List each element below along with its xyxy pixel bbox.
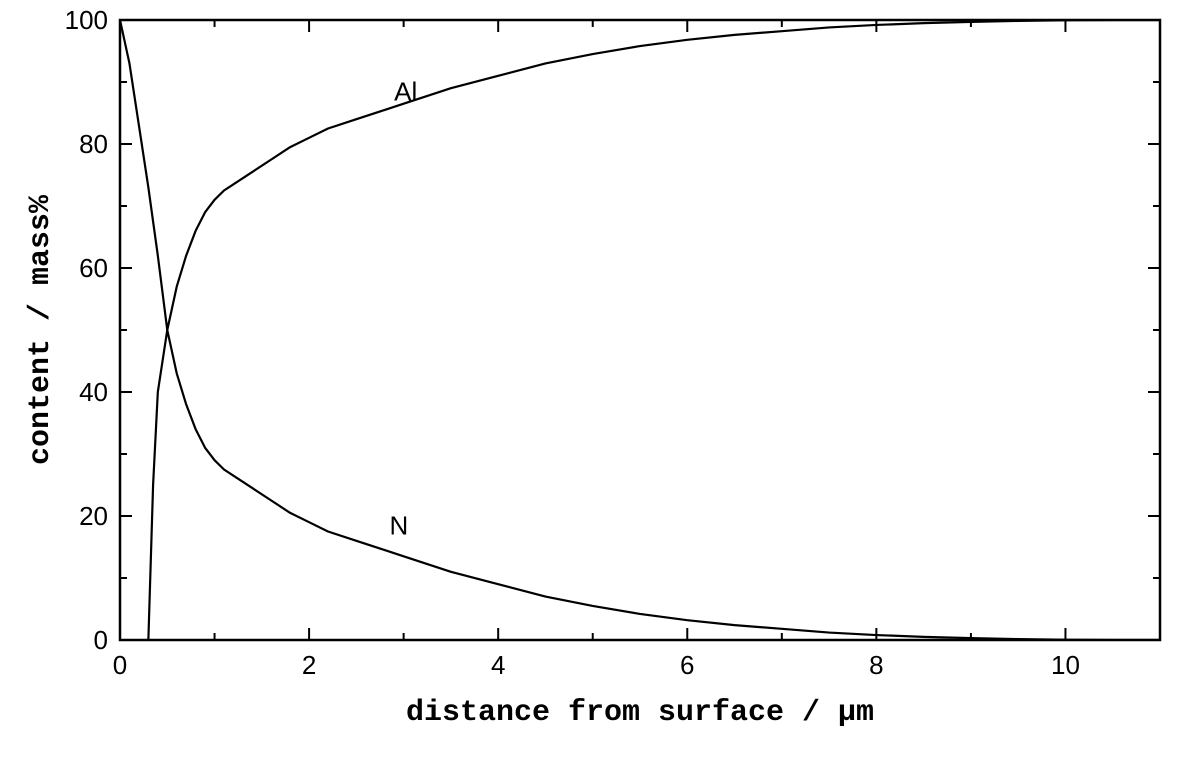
y-tick-label: 20 bbox=[79, 501, 108, 531]
series-label-n: N bbox=[389, 511, 408, 541]
y-tick-label: 40 bbox=[79, 377, 108, 407]
x-tick-label: 4 bbox=[491, 650, 505, 680]
y-tick-label: 0 bbox=[94, 625, 108, 655]
x-tick-label: 2 bbox=[302, 650, 316, 680]
x-tick-label: 6 bbox=[680, 650, 694, 680]
x-axis-label: distance from surface / µm bbox=[406, 696, 874, 730]
line-chart: 0246810020406080100distance from surface… bbox=[0, 0, 1184, 757]
y-tick-label: 60 bbox=[79, 253, 108, 283]
x-tick-label: 8 bbox=[869, 650, 883, 680]
y-tick-label: 100 bbox=[65, 5, 108, 35]
y-axis-label: content / mass% bbox=[24, 194, 58, 465]
series-label-al: Al bbox=[394, 77, 417, 107]
x-tick-label: 0 bbox=[113, 650, 127, 680]
y-tick-label: 80 bbox=[79, 129, 108, 159]
x-tick-label: 10 bbox=[1051, 650, 1080, 680]
chart-container: 0246810020406080100distance from surface… bbox=[0, 0, 1184, 757]
